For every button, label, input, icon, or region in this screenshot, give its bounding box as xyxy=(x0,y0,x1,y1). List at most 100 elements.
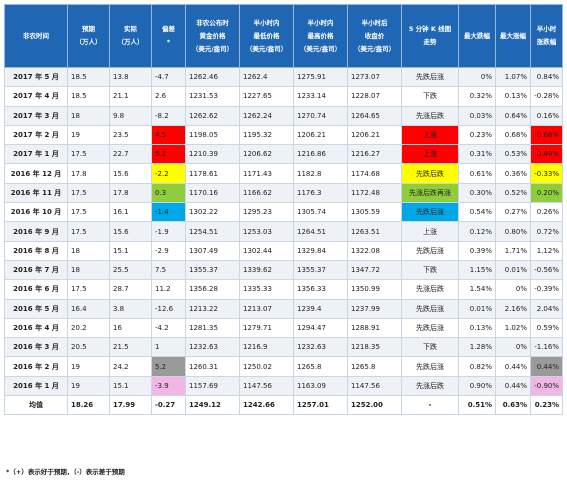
cell-high: 1329.84 xyxy=(293,240,348,261)
cell-dev: -0.27 xyxy=(151,395,186,416)
cell-date: 均值 xyxy=(4,395,68,416)
table-row: 2016 年 6 月 17.5 28.7 11.2 1356.28 1335.33 1356… xyxy=(4,279,563,300)
cell-close: 1218.35 xyxy=(347,337,402,358)
table-body: 2017 年 5 月 18.5 13.8 -4.7 1262.46 1262.4 1275.… xyxy=(4,66,563,416)
header-deviation: 偏差 * xyxy=(151,4,186,68)
cell-chg: 0.59% xyxy=(530,317,563,339)
cell-high: 1176.3 xyxy=(293,182,348,204)
header-line: 最高价格 xyxy=(307,31,334,40)
header-line: （美元/盎司） xyxy=(353,44,396,53)
cell-low: 1262.24 xyxy=(239,105,294,126)
cell-close: 1273.07 xyxy=(347,66,402,88)
cell-maxdn: 1.28% xyxy=(458,337,496,358)
cell-chg: -1.16% xyxy=(530,337,563,358)
cell-low: 1339.62 xyxy=(239,259,294,281)
cell-dev: 5.2 xyxy=(151,356,186,377)
table-row: 2016 年 4 月 20.2 16 -4.2 1281.35 1279.71 1294.4… xyxy=(4,317,563,339)
cell-pub: 1170.16 xyxy=(185,182,240,204)
cell-dev: -2.9 xyxy=(151,240,186,261)
cell-close: 1347.72 xyxy=(347,259,402,281)
table-row: 2016 年 2 月 19 24.2 5.2 1260.31 1250.02 1265.8 1… xyxy=(4,356,563,377)
cell-exp: 19 xyxy=(67,124,110,146)
cell-maxdn: 0.23% xyxy=(458,124,496,146)
cell-act: 16.1 xyxy=(109,202,152,223)
cell-trend: 先涨后跌 xyxy=(401,279,459,300)
cell-chg: 0.84% xyxy=(530,66,563,88)
cell-maxup: 0.13% xyxy=(495,86,531,107)
cell-dev: -3.9 xyxy=(151,375,186,397)
cell-act: 15.1 xyxy=(109,375,152,397)
cell-low: 1262.4 xyxy=(239,66,294,88)
cell-high: 1206.21 xyxy=(293,124,348,146)
cell-maxup: 0.52% xyxy=(495,182,531,204)
cell-high: 1182.8 xyxy=(293,163,348,184)
cell-close: 1265.8 xyxy=(347,356,402,377)
cell-act: 23.5 xyxy=(109,124,152,146)
cell-maxup: 0% xyxy=(495,279,531,300)
cell-maxup: 0.36% xyxy=(495,163,531,184)
cell-maxup: 0.63% xyxy=(495,395,531,416)
table-row: 2016 年 5 月 16.4 3.8 -12.6 1213.22 1213.07 1239… xyxy=(4,298,563,319)
cell-act: 13.8 xyxy=(109,66,152,88)
header-line: 半小时内 xyxy=(307,18,334,27)
header-expected: 预期 （万人） xyxy=(67,4,110,68)
cell-date: 2016 年 8 月 xyxy=(4,240,68,261)
cell-close: 1263.51 xyxy=(347,221,402,242)
cell-close: 1237.99 xyxy=(347,298,402,319)
cell-high: 1305.74 xyxy=(293,202,348,223)
cell-date: 2016 年 1 月 xyxy=(4,375,68,397)
cell-maxdn: 0.90% xyxy=(458,375,496,397)
cell-date: 2017 年 5 月 xyxy=(4,66,68,88)
cell-pub: 1356.28 xyxy=(185,279,240,300)
cell-low: 1216.9 xyxy=(239,337,294,358)
cell-maxup: 1.02% xyxy=(495,317,531,339)
cell-chg: 0.72% xyxy=(530,221,563,242)
table-row: 2016 年 8 月 18 15.1 -2.9 1307.49 1302.44 1329.8… xyxy=(4,240,563,261)
cell-chg: 0.44% xyxy=(530,356,563,377)
cell-chg: -0.28% xyxy=(530,86,563,107)
cell-chg: 0.26% xyxy=(530,202,563,223)
cell-high: 1270.74 xyxy=(293,105,348,126)
cell-low: 1250.02 xyxy=(239,356,294,377)
header-line: （美元/盎司） xyxy=(245,44,288,53)
header-line: 最大涨幅 xyxy=(500,31,526,40)
cell-close: 1174.68 xyxy=(347,163,402,184)
cell-low: 1147.56 xyxy=(239,375,294,397)
cell-maxup: 0.44% xyxy=(495,356,531,377)
header-line: 半小时后 xyxy=(361,18,388,27)
cell-date: 2016 年 2 月 xyxy=(4,356,68,377)
cell-maxdn: 0.30% xyxy=(458,182,496,204)
cell-dev: 2.6 xyxy=(151,86,186,107)
cell-close: 1322.08 xyxy=(347,240,402,261)
cell-exp: 16.4 xyxy=(67,298,110,319)
cell-maxup: 1.07% xyxy=(495,66,531,88)
cell-dev: -2.2 xyxy=(151,163,186,184)
cell-maxdn: 0.39% xyxy=(458,240,496,261)
cell-maxdn: 1.54% xyxy=(458,279,496,300)
cell-date: 2016 年 7 月 xyxy=(4,259,68,281)
cell-maxdn: 1.15% xyxy=(458,259,496,281)
cell-date: 2017 年 1 月 xyxy=(4,144,68,165)
cell-pub: 1302.22 xyxy=(185,202,240,223)
cell-exp: 17.5 xyxy=(67,279,110,300)
cell-act: 17.99 xyxy=(109,395,152,416)
cell-chg: -0.33% xyxy=(530,163,563,184)
cell-low: 1213.07 xyxy=(239,298,294,319)
cell-trend: 上涨 xyxy=(401,144,459,165)
cell-exp: 18.5 xyxy=(67,86,110,107)
cell-chg: 1.12% xyxy=(530,240,563,261)
header-max-rise: 最大涨幅 xyxy=(495,4,531,68)
header-row: 非农时间 预期 （万人） 实际 （万人） 偏差 * 非农公布时 黄金价格 （美元/盎司） 半小时内最… xyxy=(4,4,563,68)
cell-act: 15.6 xyxy=(109,221,152,242)
table-row: 2017 年 3 月 18 9.8 -8.2 1262.62 1262.24 1270.74… xyxy=(4,105,563,126)
cell-exp: 20.5 xyxy=(67,337,110,358)
cell-maxdn: 0.01% xyxy=(458,298,496,319)
cell-maxdn: 0.61% xyxy=(458,163,496,184)
cell-act: 16 xyxy=(109,317,152,339)
table-row: 2017 年 4 月 18.5 21.1 2.6 1231.53 1227.65 1233.… xyxy=(4,86,563,107)
header-line: 走势 xyxy=(423,38,437,46)
table-row: 2016 年 11 月 17.5 17.8 0.3 1170.16 1166.62 1176… xyxy=(4,182,563,204)
cell-low: 1253.03 xyxy=(239,221,294,242)
data-table-container: 非农时间 预期 （万人） 实际 （万人） 偏差 * 非农公布时 黄金价格 （美元/盎司） 半小时内最… xyxy=(4,4,563,416)
cell-maxup: 0.68% xyxy=(495,124,531,146)
